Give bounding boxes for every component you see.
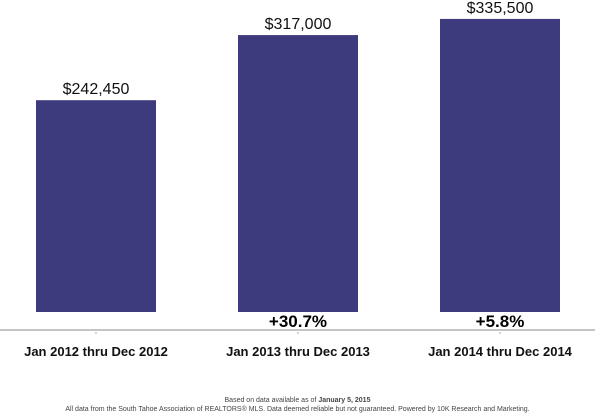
x-tick-label-3: Jan 2014 thru Dec 2014 xyxy=(428,344,573,359)
bar-change-label-2: +30.7% xyxy=(269,312,327,331)
footer-data-date-value: January 5, 2015 xyxy=(318,397,371,404)
bar-value-label-2: $317,000 xyxy=(265,16,332,33)
x-tick-label-2: Jan 2013 thru Dec 2013 xyxy=(226,344,370,359)
bar-value-label-1: $242,450 xyxy=(63,81,130,98)
bar-value-label-3: $335,500 xyxy=(467,0,534,17)
footer-data-prefix: Based on data available as of xyxy=(224,397,319,404)
footer-data-date: Based on data available as of January 5,… xyxy=(0,397,595,405)
bar-3 xyxy=(440,18,560,312)
footer-disclaimer: All data from the South Tahoe Associatio… xyxy=(65,406,530,413)
bar-1 xyxy=(36,100,156,313)
bar-change-label-3: +5.8% xyxy=(476,312,525,331)
x-tick-label-1: Jan 2012 thru Dec 2012 xyxy=(24,344,168,359)
bar-2 xyxy=(238,35,358,313)
